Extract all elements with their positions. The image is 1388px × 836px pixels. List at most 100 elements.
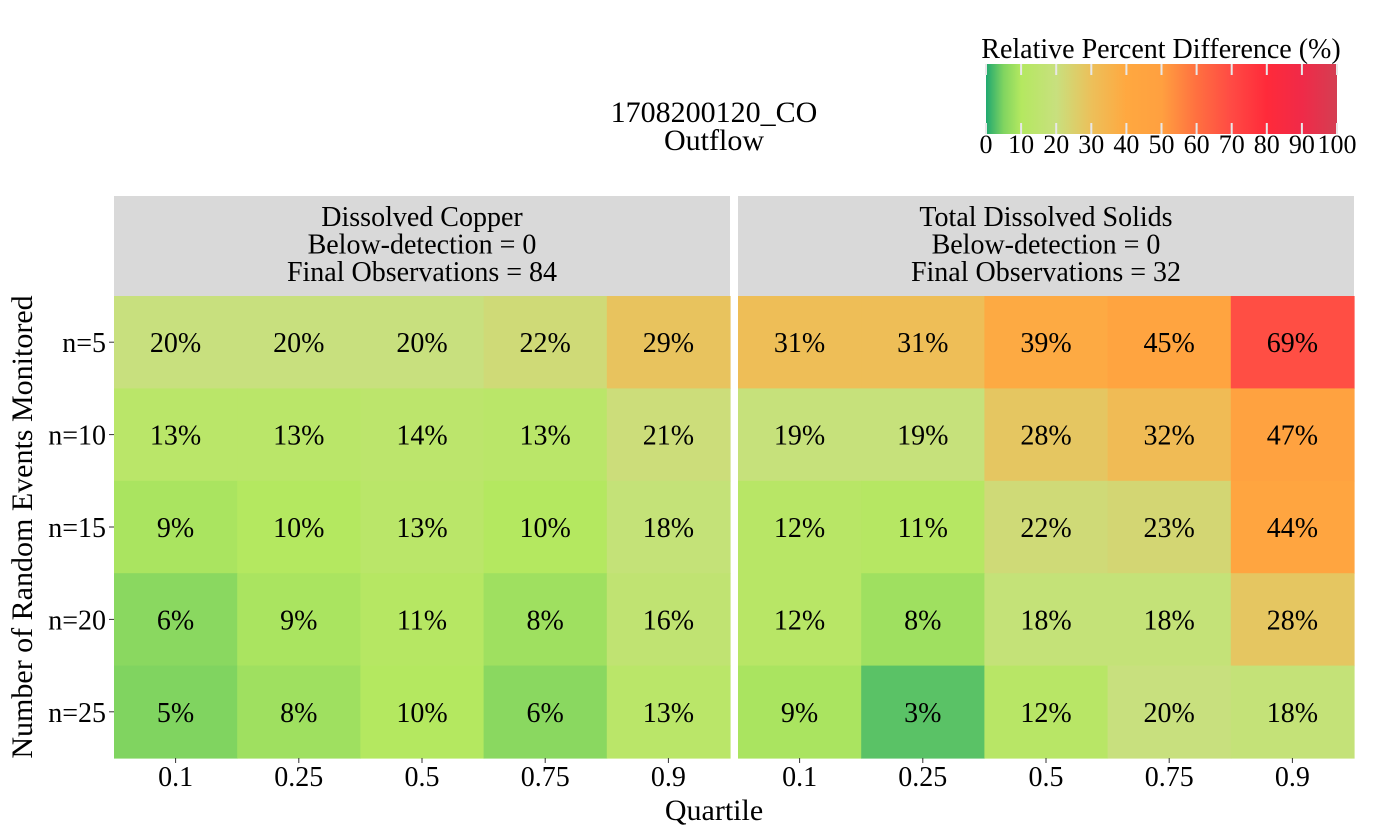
- cell-value-label: 13%: [273, 421, 324, 452]
- x-tick-label: 0.5: [1029, 762, 1064, 793]
- cell-value-label: 8%: [527, 605, 564, 636]
- heatmap-cell: [114, 480, 238, 574]
- cell-value-label: 20%: [150, 328, 201, 359]
- heatmap-cell: [483, 573, 608, 667]
- heatmap-cell: [1107, 573, 1232, 667]
- cell-value-label: 18%: [1020, 605, 1071, 636]
- cell-value-label: 19%: [774, 421, 825, 452]
- heatmap-cell: [1107, 480, 1232, 574]
- heatmap-cell: [606, 665, 731, 759]
- cell-value-label: 10%: [273, 513, 324, 544]
- colorbar-tick-label: 30: [1078, 130, 1104, 159]
- colorbar-tick-label: 80: [1254, 130, 1280, 159]
- heatmap-cell: [237, 296, 361, 389]
- heatmap-cell: [861, 296, 985, 389]
- heatmap-cell: [1230, 296, 1355, 389]
- heatmap-cell: [360, 296, 485, 389]
- colorbar-ticks: 0 10 20 30 40 50 60 70 80 90 100: [980, 64, 1357, 159]
- heatmap-cell: [237, 388, 361, 482]
- cell-value-label: 18%: [643, 513, 694, 544]
- cell-value-label: 6%: [157, 605, 194, 636]
- panel-title-line: Below-detection = 0: [308, 230, 537, 261]
- cell-value-label: 5%: [157, 698, 194, 729]
- cell-value-label: 16%: [643, 605, 694, 636]
- cell-value-label: 10%: [520, 513, 571, 544]
- heatmap-cell: [483, 296, 608, 389]
- colorbar-tick-label: 0: [980, 130, 993, 159]
- cell-value-label: 14%: [396, 421, 447, 452]
- colorbar-title: Relative Percent Difference (%): [981, 34, 1340, 65]
- cell-value-label: 44%: [1267, 513, 1318, 544]
- heatmap-cell: [738, 480, 862, 574]
- cell-value-label: 20%: [273, 328, 324, 359]
- heatmap-cell: [861, 480, 985, 574]
- x-tick-label: 0.1: [158, 762, 193, 793]
- heatmap-cell: [984, 296, 1109, 389]
- y-tick-label: n=5: [62, 328, 106, 359]
- cell-value-label: 31%: [897, 328, 948, 359]
- cell-value-label: 23%: [1144, 513, 1195, 544]
- heatmap-cell: [1107, 388, 1232, 482]
- cell-value-label: 9%: [280, 605, 317, 636]
- panel-title-line: Below-detection = 0: [932, 230, 1161, 261]
- chart-title: 1708200120_CO: [611, 96, 818, 129]
- cell-value-label: 20%: [1144, 698, 1195, 729]
- chart-subtitle: Outflow: [664, 124, 764, 157]
- heatmap-cell: [1107, 665, 1232, 759]
- cell-value-label: 10%: [396, 698, 447, 729]
- x-tick-label: 0.75: [521, 762, 570, 793]
- heatmap-cell: [606, 388, 731, 482]
- colorbar-tick-label: 10: [1008, 130, 1034, 159]
- cell-value-label: 47%: [1267, 421, 1318, 452]
- heatmap-cell: [606, 296, 731, 389]
- heatmap-cell: [360, 665, 485, 759]
- heatmap-cell: [861, 573, 985, 667]
- x-tick-label: 0.9: [651, 762, 686, 793]
- heatmap-cell: [861, 388, 985, 482]
- heatmap-cell: [606, 573, 731, 667]
- heatmap-cell: [738, 388, 862, 482]
- colorbar-tick-label: 70: [1219, 130, 1245, 159]
- heatmap-cell: [114, 665, 238, 759]
- heatmap-cell: [1230, 665, 1355, 759]
- heatmap-cell: [237, 665, 361, 759]
- cell-value-label: 22%: [1020, 513, 1071, 544]
- cell-value-label: 13%: [643, 698, 694, 729]
- cell-value-label: 45%: [1144, 328, 1195, 359]
- heatmap-cell: [1230, 573, 1355, 667]
- x-tick-label: 0.25: [898, 762, 947, 793]
- colorbar-tick-label: 60: [1184, 130, 1210, 159]
- heatmap-cell: [360, 573, 485, 667]
- heatmap-cell: [237, 573, 361, 667]
- cell-value-label: 8%: [904, 605, 941, 636]
- x-tick-label: 0.25: [274, 762, 323, 793]
- colorbar-tick-label: 40: [1113, 130, 1139, 159]
- cell-value-label: 13%: [150, 421, 201, 452]
- panel-title-line: Dissolved Copper: [321, 202, 523, 233]
- cell-value-label: 32%: [1144, 421, 1195, 452]
- panel-strip: [114, 196, 730, 296]
- heatmap-cell: [984, 480, 1109, 574]
- x-tick-label: 0.75: [1145, 762, 1194, 793]
- heatmap-cell: [738, 665, 862, 759]
- cell-value-label: 6%: [527, 698, 564, 729]
- cell-value-label: 9%: [781, 698, 818, 729]
- cell-value-label: 12%: [774, 513, 825, 544]
- cell-value-label: 3%: [904, 698, 941, 729]
- colorbar: [986, 64, 1337, 134]
- x-tick-label: 0.9: [1275, 762, 1310, 793]
- cell-value-label: 31%: [774, 328, 825, 359]
- heatmap-cell: [738, 573, 862, 667]
- colorbar-tick-label: 90: [1289, 130, 1315, 159]
- colorbar-tick-label: 100: [1318, 130, 1357, 159]
- y-axis: n=5 n=10 n=15 n=20 n=25: [48, 328, 114, 729]
- heatmap-cell: [1230, 480, 1355, 574]
- heatmap-cell: [483, 480, 608, 574]
- x-axis-label: Quartile: [665, 794, 763, 827]
- heatmap-cell: [360, 480, 485, 574]
- y-tick-label: n=25: [48, 698, 106, 729]
